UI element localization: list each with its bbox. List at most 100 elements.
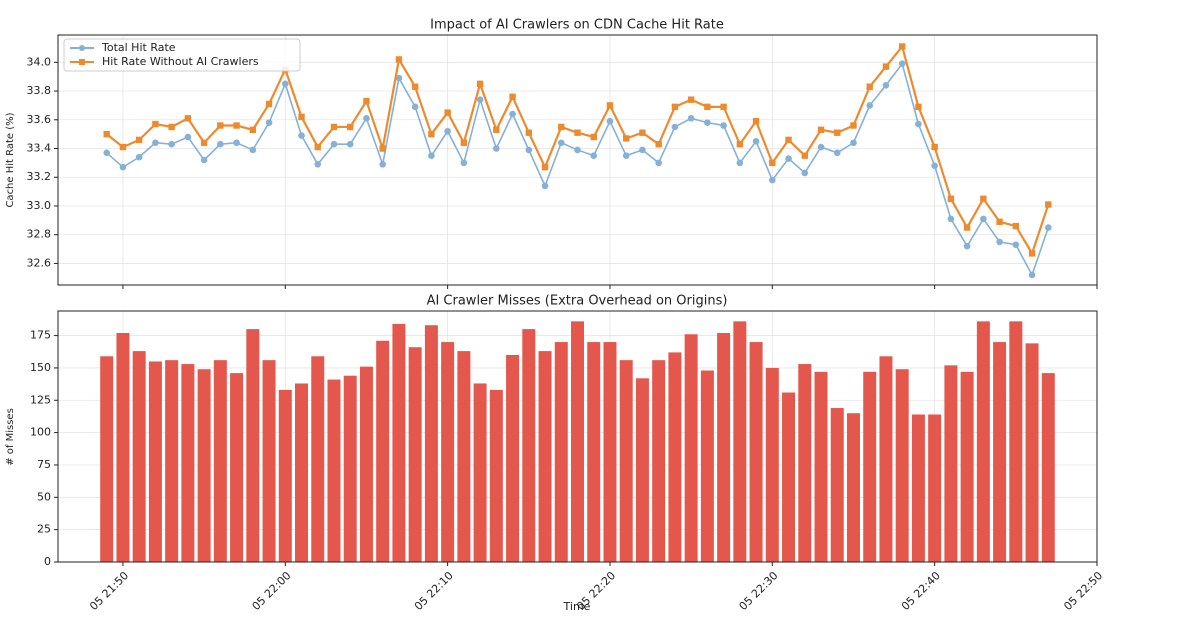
bar <box>213 360 227 562</box>
bar <box>733 321 747 562</box>
y-tick-label: 33.2 <box>27 170 52 183</box>
bar <box>538 351 552 562</box>
marker <box>996 218 1003 225</box>
bar <box>230 373 244 562</box>
marker <box>947 215 955 223</box>
marker <box>736 159 744 167</box>
bar <box>295 383 309 562</box>
bar <box>116 332 130 562</box>
marker <box>882 63 890 70</box>
marker <box>752 118 760 125</box>
bar <box>814 371 828 562</box>
marker <box>379 145 386 152</box>
marker <box>119 163 127 171</box>
marker <box>898 60 906 68</box>
marker <box>346 140 354 148</box>
marker <box>931 162 938 170</box>
marker <box>363 97 370 105</box>
bar <box>976 321 990 562</box>
marker <box>639 129 646 136</box>
marker <box>557 139 565 147</box>
marker <box>769 159 776 167</box>
marker <box>265 119 273 126</box>
bar <box>993 342 1007 562</box>
bar <box>846 413 860 562</box>
bar <box>1041 373 1055 562</box>
marker <box>184 133 192 141</box>
bar <box>749 342 763 562</box>
marker <box>428 130 435 138</box>
marker <box>476 80 484 88</box>
marker <box>769 176 776 184</box>
marker <box>460 159 468 167</box>
bar <box>684 334 698 562</box>
marker <box>963 242 971 250</box>
bar <box>765 367 779 562</box>
marker <box>1045 201 1052 208</box>
marker <box>704 103 711 111</box>
legend-marker <box>79 45 85 51</box>
bar <box>246 329 260 562</box>
bar <box>197 369 211 562</box>
marker <box>655 140 662 148</box>
marker <box>525 146 533 154</box>
marker <box>298 132 305 139</box>
marker <box>817 126 825 134</box>
bar <box>424 325 438 562</box>
marker <box>850 139 857 147</box>
y-tick-label: 50 <box>37 490 51 503</box>
bar <box>392 323 406 562</box>
marker <box>444 109 451 116</box>
y-tick-label: 175 <box>30 329 51 342</box>
bar <box>181 364 195 562</box>
marker <box>866 102 874 109</box>
marker <box>493 145 500 152</box>
marker <box>265 100 273 108</box>
marker <box>411 83 419 90</box>
chart-title: Impact of AI Crawlers on CDN Cache Hit R… <box>430 18 724 33</box>
marker <box>314 161 322 168</box>
marker <box>704 119 711 126</box>
marker <box>476 96 484 103</box>
bar <box>473 383 487 562</box>
marker <box>541 163 549 171</box>
x-tick-label: 05 22:40 <box>899 569 943 613</box>
marker <box>801 169 809 177</box>
marker <box>882 81 890 89</box>
marker <box>915 120 922 128</box>
marker <box>687 115 695 122</box>
marker <box>590 133 597 141</box>
bar <box>262 360 276 562</box>
marker <box>1012 222 1020 230</box>
marker <box>623 135 630 142</box>
marker <box>444 127 451 135</box>
x-tick-label: 05 22:30 <box>737 569 781 613</box>
marker <box>509 110 516 118</box>
marker <box>103 149 111 157</box>
y-tick-label: 150 <box>30 361 51 374</box>
chart-title: AI Crawler Misses (Extra Overhead on Ori… <box>427 294 728 309</box>
bar <box>571 321 584 562</box>
marker <box>1012 241 1020 249</box>
bar <box>148 361 162 562</box>
bar <box>408 347 422 562</box>
bar <box>798 364 812 562</box>
bar <box>668 352 682 562</box>
y-tick-label: 100 <box>30 426 51 439</box>
marker <box>1044 224 1052 231</box>
y-tick-label: 125 <box>30 393 51 406</box>
bar <box>619 360 633 562</box>
marker <box>200 156 208 164</box>
marker <box>411 103 419 111</box>
y-axis-label: # of Misses <box>5 408 16 466</box>
y-tick-label: 25 <box>37 523 51 536</box>
marker <box>834 129 841 136</box>
marker <box>541 182 549 190</box>
bar <box>944 365 958 562</box>
x-axis-label: Time <box>563 600 591 613</box>
marker <box>866 83 873 90</box>
bar <box>928 414 942 562</box>
legend-label: Total Hit Rate <box>101 41 176 54</box>
marker <box>281 80 289 88</box>
